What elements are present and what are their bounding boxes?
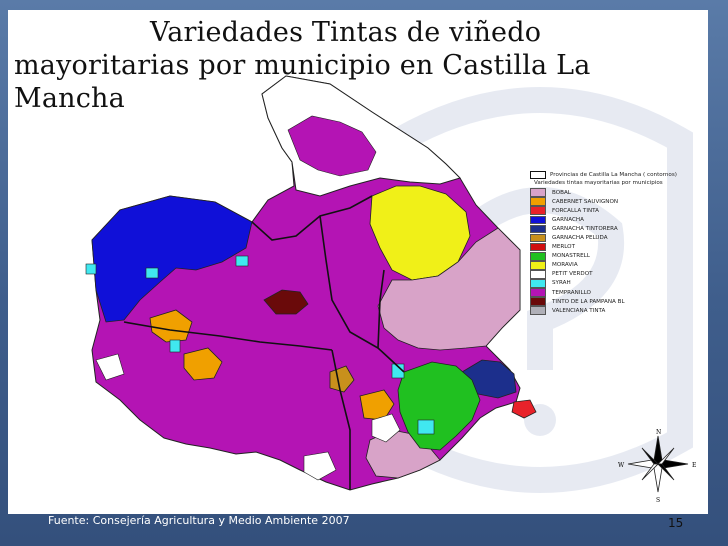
legend-item-label: GARNACHA (552, 216, 584, 223)
legend-item: FORCALLA TINTA (530, 206, 728, 216)
legend-swatch (530, 206, 546, 216)
map-zone-cabernet-1 (149, 309, 193, 343)
legend-item-label: FORCALLA TINTA (552, 207, 599, 214)
compass-west-label: W (618, 462, 625, 469)
legend-item: SYRAH (530, 279, 728, 288)
title-line-1: Variedades Tintas de viñedo (150, 17, 542, 48)
legend-swatch (530, 197, 546, 206)
legend-item-label: MERLOT (552, 244, 575, 251)
map-zone-syrah-2 (235, 255, 249, 267)
map-zone-white-2 (303, 451, 337, 481)
legend-province-swatch (530, 170, 546, 179)
legend-item-label: GARNACHA TINTORERA (552, 225, 618, 232)
legend-subtitle: Variedades tintas mayoritarias por munic… (534, 180, 663, 186)
map-zone-cabernet-3 (359, 389, 395, 421)
province-border-2 (319, 215, 405, 373)
compass-east-label: E (692, 462, 696, 469)
legend-items: BOBAL CABERNET SAUVIGNON FORCALLA TINTA GAR… (530, 188, 728, 316)
compass-south-label: S (656, 497, 660, 504)
legend-province-label: Provincias de Castilla La Mancha ( conto… (550, 171, 677, 178)
legend-item: MONASTRELL (530, 251, 728, 261)
legend-item-label: BOBAL (552, 189, 571, 196)
legend-item: GARNACHA TINTORERA (530, 224, 728, 234)
legend-swatch (530, 215, 546, 225)
legend-item-label: PETIT VERDOT (552, 271, 593, 278)
compass-north-label: N (656, 429, 661, 436)
source-footnote: Fuente: Consejería Agricultura y Medio A… (48, 514, 350, 527)
title-line-2: mayoritarias por municipio en Castilla L… (14, 50, 591, 114)
legend-item: GARNACHA (530, 215, 728, 225)
page-number: 15 (668, 516, 684, 530)
map-zone-bobal-east (377, 227, 521, 351)
legend-swatch (530, 306, 546, 316)
legend-province-row: Provincias de Castilla La Mancha ( conto… (530, 170, 728, 179)
legend-item: VALENCIANA TINTA (530, 306, 728, 316)
legend-item: BOBAL (530, 188, 728, 197)
legend-item: PETIT VERDOT (530, 270, 728, 279)
map-zone-forcalla (511, 399, 537, 419)
province-border-4 (123, 321, 333, 351)
map-zone-garnacha-west (91, 195, 253, 323)
map-zone-tinto-pampana (263, 289, 309, 315)
map-zone-syrah-5 (417, 419, 435, 435)
map-zone-syrah-3 (169, 339, 181, 353)
legend-item-label: MORAVIA (552, 262, 578, 269)
province-border-3 (377, 269, 385, 349)
legend-swatch (530, 188, 546, 197)
legend-item: TEMPRANILLO (530, 288, 728, 297)
legend-swatch (530, 279, 546, 288)
map-zone-syrah-1 (85, 263, 97, 275)
slide-title: Variedades Tintas de viñedo mayoritarias… (14, 16, 694, 115)
legend-item-label: SYRAH (552, 280, 571, 287)
legend-item-label: VALENCIANA TINTA (552, 307, 606, 314)
map-zone-white-1 (371, 413, 401, 443)
legend-swatch (530, 261, 546, 270)
legend-swatch (530, 242, 546, 252)
legend-item-label: TEMPRANILLO (552, 289, 591, 296)
legend-swatch (530, 224, 546, 234)
province-border-1 (251, 195, 373, 241)
legend-item: GARNACHA PELUDA (530, 233, 728, 243)
map-zone-cabernet-2 (183, 347, 223, 381)
map-legend: Provincias de Castilla La Mancha ( conto… (530, 170, 728, 316)
legend-swatch (530, 233, 546, 243)
legend-item: MERLOT (530, 242, 728, 252)
map-zone-purple-north (287, 115, 377, 177)
legend-item: CABERNET SAUVIGNON (530, 197, 728, 206)
legend-item-label: CABERNET SAUVIGNON (552, 198, 619, 205)
legend-swatch (530, 297, 546, 306)
legend-swatch (530, 288, 546, 297)
legend-item: MORAVIA (530, 261, 728, 270)
legend-swatch (530, 251, 546, 261)
legend-item-label: MONASTRELL (552, 253, 590, 260)
legend-swatch (530, 270, 546, 279)
legend-item: TINTO DE LA PAMPANA BL (530, 297, 728, 306)
map-zone-white-3 (95, 353, 125, 381)
legend-item-label: GARNACHA PELUDA (552, 235, 608, 242)
map-zone-syrah-6 (145, 267, 159, 279)
province-border-5 (331, 349, 351, 490)
compass-rose: N S W E (618, 429, 696, 504)
legend-item-label: TINTO DE LA PAMPANA BL (552, 298, 625, 305)
